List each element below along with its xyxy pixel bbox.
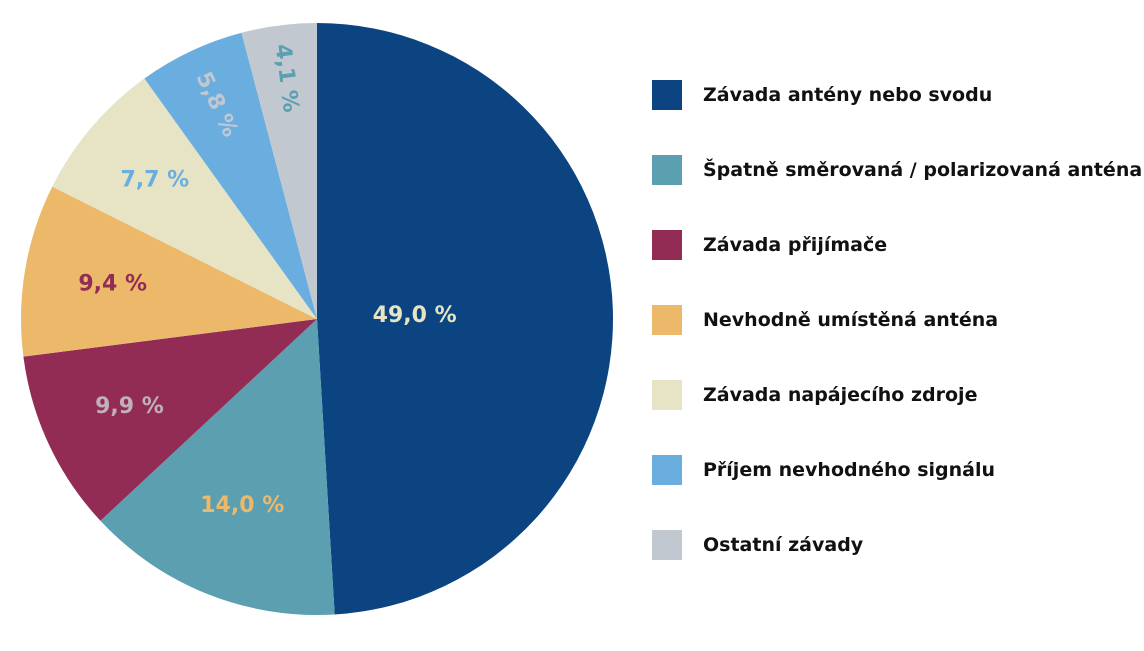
legend-label: Závada antény nebo svodu [703,84,993,106]
pie-slice [21,186,318,357]
legend-label: Závada napájecího zdroje [703,384,978,406]
legend-label: Závada přijímače [703,234,888,256]
legend-swatch [652,305,682,335]
legend-label: Nevhodně umístěná anténa [703,309,999,331]
data-label: 9,9 % [95,394,164,419]
legend-label: Příjem nevhodného signálu [703,459,996,481]
legend-swatch [652,455,682,485]
pie-slice [144,32,317,319]
legend-swatch [652,380,682,410]
pie-slice [317,23,613,615]
pie-slice [52,78,317,320]
pie-chart: 49,0 %14,0 %9,9 %9,4 %7,7 %5,8 % 4,1 % [21,23,613,616]
legend-swatch [652,80,682,110]
legend-label: Ostatní závady [703,534,864,556]
legend-swatch [652,530,682,560]
data-label: 9,4 % [78,271,147,296]
pie-slice [23,319,318,521]
data-label: 49,0 % [373,303,457,328]
legend-item: Ostatní závady [652,530,1142,560]
legend-item: Příjem nevhodného signálu [652,455,1142,485]
legend-label: Špatně směrovaná / polarizovaná anténa [703,159,1143,181]
legend-item: Závada antény nebo svodu [652,80,1142,110]
legend: Závada antény nebo svodu Špatně směrovaná… [652,80,1142,605]
legend-swatch [652,155,682,185]
legend-item: Nevhodně umístěná anténa [652,305,1142,335]
legend-swatch [652,230,682,260]
legend-item: Závada přijímače [652,230,1142,260]
legend-item: Špatně směrovaná / polarizovaná anténa [652,155,1142,185]
legend-item: Závada napájecího zdroje [652,380,1142,410]
data-label: 7,7 % [120,168,189,193]
pie-slice [241,23,317,319]
pie-slice [100,319,335,616]
data-label: 14,0 % [200,493,284,518]
